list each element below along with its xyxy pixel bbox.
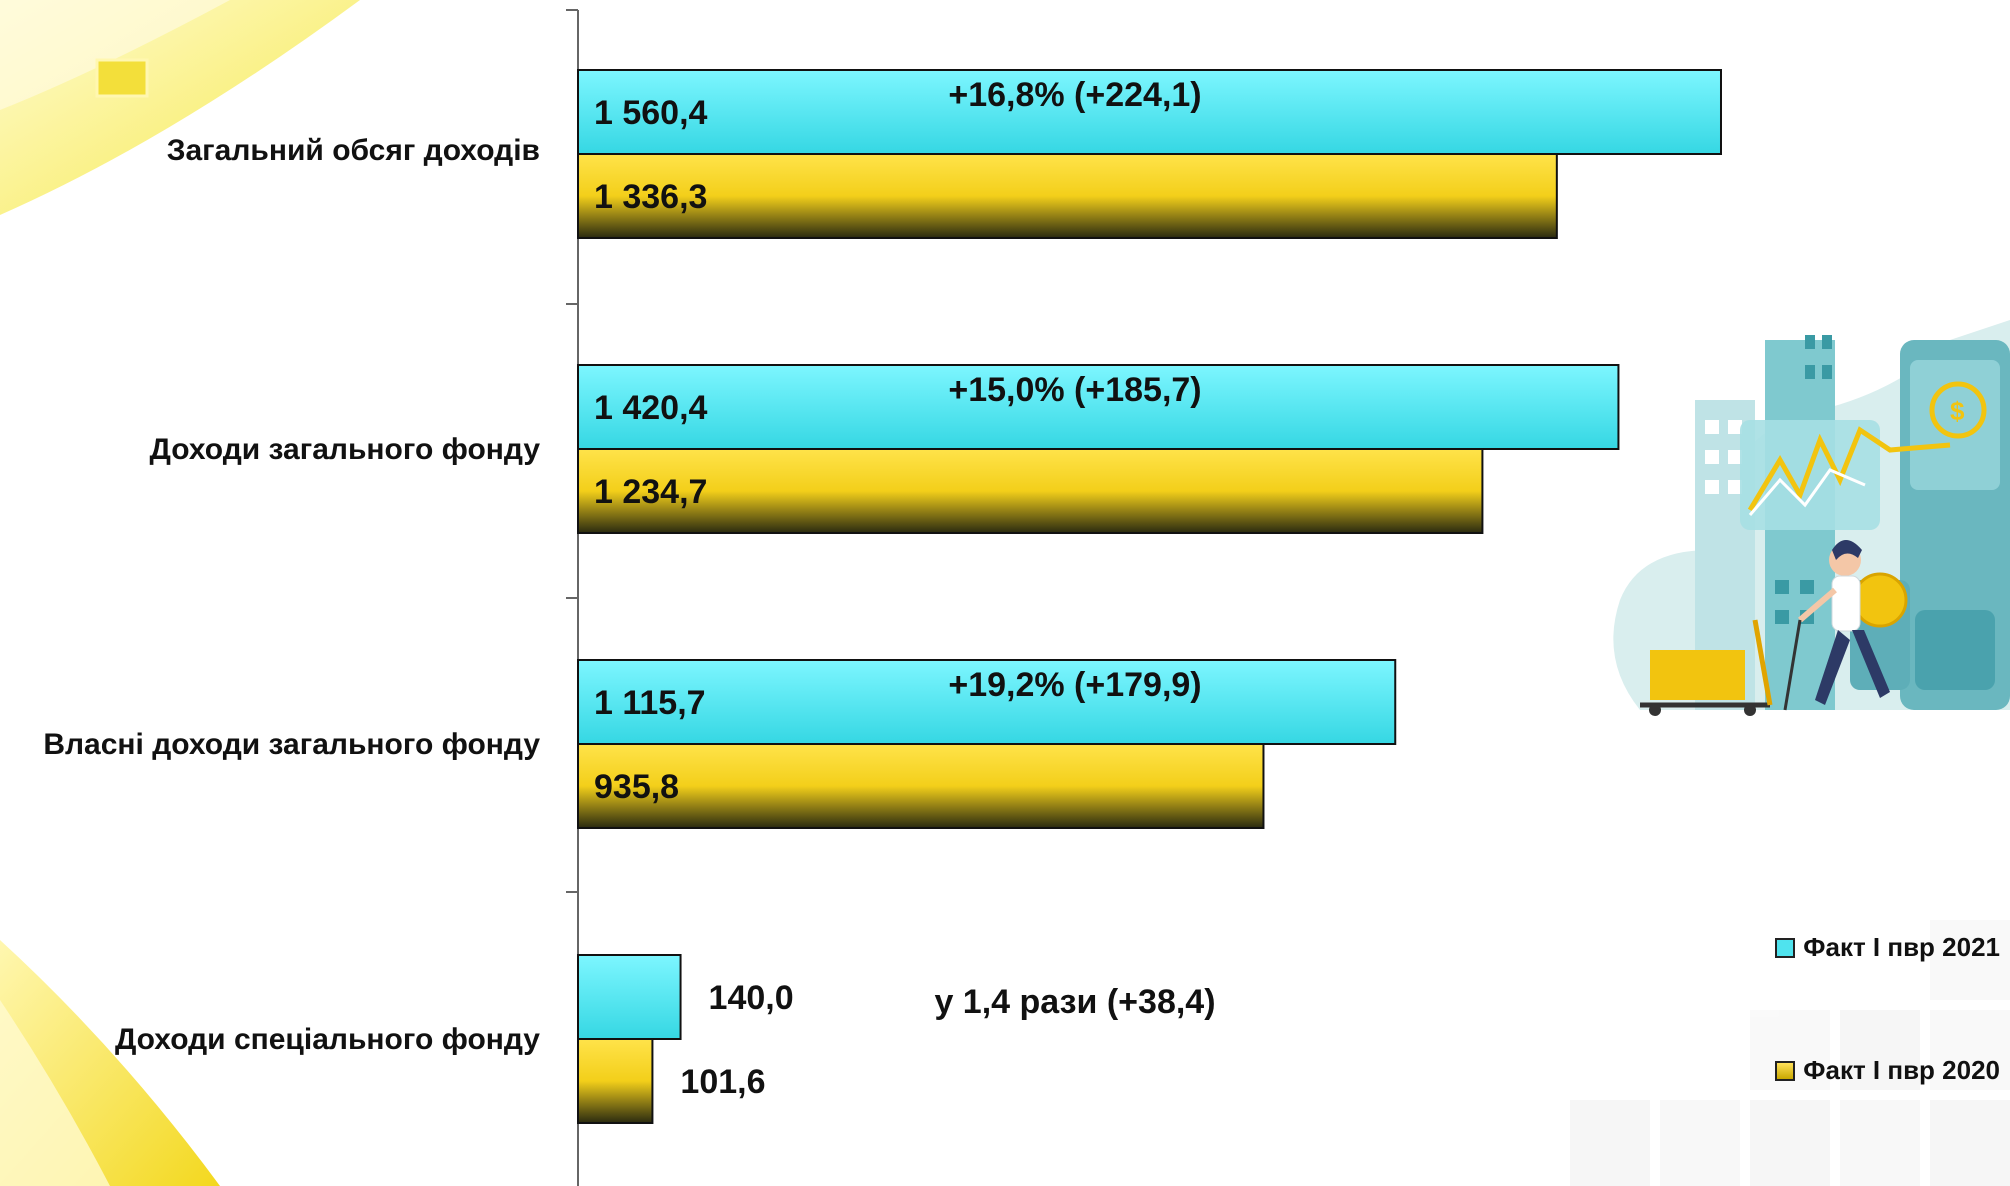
change-annotation: +15,0% (+185,7) bbox=[948, 371, 1201, 409]
category-label: Власні доходи загального фонду bbox=[43, 728, 540, 761]
data-label-2020: 935,8 bbox=[594, 768, 679, 806]
bar-2020 bbox=[577, 448, 1484, 534]
data-label-2020: 1 234,7 bbox=[594, 473, 707, 511]
change-annotation: у 1,4 рази (+38,4) bbox=[934, 983, 1215, 1021]
change-annotation: +16,8% (+224,1) bbox=[948, 76, 1201, 114]
category-label: Доходи загального фонду bbox=[150, 433, 541, 466]
category-label: Загальний обсяг доходів bbox=[167, 134, 540, 167]
category-label: Доходи спеціального фонду bbox=[115, 1023, 540, 1056]
bar-2020 bbox=[577, 1038, 654, 1124]
legend-swatch-2020 bbox=[1775, 1060, 1796, 1081]
data-label-2021: 1 420,4 bbox=[594, 389, 708, 427]
top-left-swoosh-light bbox=[0, 0, 230, 110]
data-label-2021: 1 560,4 bbox=[594, 94, 708, 132]
change-annotation: +19,2% (+179,9) bbox=[948, 666, 1201, 704]
legend-item-2021: Факт І пвр 2021 bbox=[1775, 932, 2000, 963]
bar-2021 bbox=[577, 659, 1397, 745]
bar-2021 bbox=[577, 954, 682, 1040]
legend-label-2020: Факт І пвр 2020 bbox=[1803, 1055, 2000, 1085]
bar-2021 bbox=[577, 69, 1722, 155]
small-yellow-square bbox=[95, 58, 149, 98]
finance-growth-illustration: $ bbox=[1613, 320, 2010, 716]
svg-text:$: $ bbox=[1950, 396, 1965, 426]
legend-item-2020: Факт І пвр 2020 bbox=[1775, 1055, 2000, 1086]
bar-2020 bbox=[577, 743, 1265, 829]
bar-2020 bbox=[577, 153, 1558, 239]
bar-2021 bbox=[577, 364, 1620, 450]
legend-label-2021: Факт І пвр 2021 bbox=[1803, 932, 2000, 962]
bottom-right-grid bbox=[1570, 920, 2010, 1186]
data-label-2021: 1 115,7 bbox=[594, 684, 706, 722]
bottom-left-swoosh-light bbox=[0, 1000, 110, 1186]
data-label-2021: 140,0 bbox=[709, 979, 794, 1017]
data-label-2020: 1 336,3 bbox=[594, 178, 707, 216]
data-label-2020: 101,6 bbox=[680, 1063, 765, 1101]
legend-swatch-2021 bbox=[1775, 937, 1796, 958]
